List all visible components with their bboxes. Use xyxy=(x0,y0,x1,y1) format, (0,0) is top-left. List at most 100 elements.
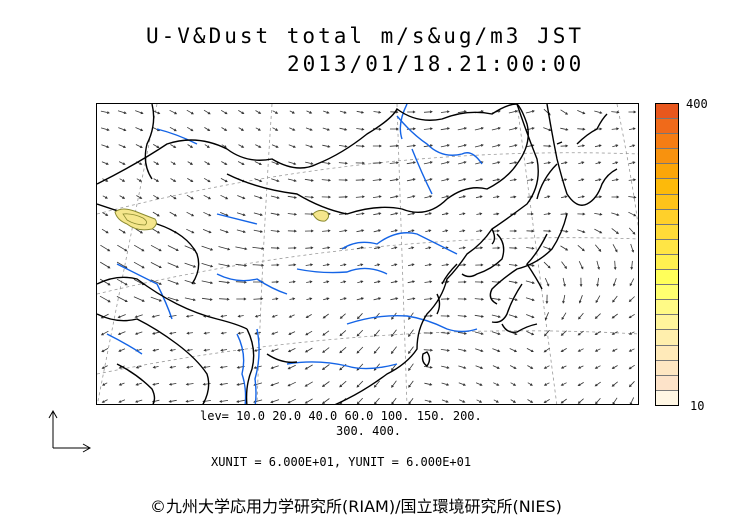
wind-vector xyxy=(543,127,552,132)
contour-levels-line2: 300. 400. xyxy=(336,424,402,438)
wind-vector xyxy=(102,195,108,199)
wind-vector xyxy=(169,331,177,335)
wind-vector xyxy=(186,126,194,132)
wind-vector xyxy=(611,212,620,216)
wind-vector xyxy=(150,279,162,285)
wind-vector xyxy=(458,382,466,386)
wind-vector xyxy=(101,348,109,353)
wind-vector xyxy=(339,313,346,319)
legend-swatch xyxy=(656,164,678,180)
wind-vector xyxy=(492,161,501,165)
wind-vector xyxy=(611,195,620,199)
wind-vector xyxy=(323,297,330,301)
wind-vector xyxy=(118,382,125,386)
wind-vector xyxy=(612,244,618,253)
wind-vector xyxy=(611,127,620,131)
wind-vector xyxy=(373,110,382,114)
wind-vector xyxy=(628,331,635,335)
wind-vector xyxy=(425,229,432,233)
wind-vector xyxy=(220,178,228,183)
wind-vector xyxy=(237,331,244,335)
wind-vector xyxy=(101,365,108,369)
wind-vector xyxy=(272,110,279,114)
wind-vector xyxy=(560,109,569,115)
wind-vector xyxy=(322,127,330,131)
wind-vector xyxy=(578,178,585,182)
wind-vector xyxy=(527,212,534,216)
wind-vector xyxy=(510,195,517,199)
wind-vector xyxy=(99,278,111,286)
wind-vector xyxy=(628,313,635,319)
wind-vector xyxy=(153,161,160,165)
wind-vector xyxy=(204,161,211,165)
wind-vector xyxy=(408,346,414,355)
wind-vector xyxy=(441,178,450,182)
wind-vector xyxy=(525,280,535,284)
wind-vector xyxy=(629,144,636,148)
wind-vector xyxy=(596,277,600,287)
wind-vector xyxy=(527,178,534,182)
wind-vector xyxy=(474,280,484,284)
wind-vector xyxy=(287,178,297,182)
wind-vector xyxy=(116,278,128,286)
wind-vector xyxy=(184,297,196,302)
wind-vector xyxy=(218,263,231,268)
wind-vector xyxy=(628,195,637,199)
wind-vector xyxy=(560,382,567,386)
wind-vector xyxy=(235,280,247,284)
wind-vector xyxy=(356,246,364,250)
wind-vector xyxy=(374,246,381,250)
wind-vector xyxy=(304,229,314,233)
map-panel xyxy=(96,103,639,405)
reference-vector-icon xyxy=(48,409,92,453)
wind-vector xyxy=(135,399,143,403)
wind-vector xyxy=(408,229,415,233)
wind-vector xyxy=(305,330,313,336)
wind-vector xyxy=(560,348,567,353)
wind-vector xyxy=(373,346,381,354)
wind-vector xyxy=(221,127,228,131)
wind-vector xyxy=(270,399,280,404)
wind-vector xyxy=(204,127,211,132)
wind-vector xyxy=(340,280,347,284)
wind-vector xyxy=(390,229,398,233)
wind-vector xyxy=(492,246,501,250)
wind-vector xyxy=(288,280,296,284)
wind-vector xyxy=(595,295,601,304)
wind-vector xyxy=(271,161,280,165)
wind-vector xyxy=(271,263,280,267)
wind-vector xyxy=(201,280,214,285)
wind-vector xyxy=(560,127,569,131)
wind-vector xyxy=(167,279,180,285)
wind-vector xyxy=(187,144,194,148)
wind-vector xyxy=(475,195,483,199)
wind-vector xyxy=(253,195,263,200)
wind-vector xyxy=(356,329,364,337)
wind-vector xyxy=(491,331,501,336)
wind-vector xyxy=(508,314,518,319)
wind-vector xyxy=(356,346,364,354)
wind-vector xyxy=(373,229,382,233)
wind-vector xyxy=(203,348,210,352)
wind-vector xyxy=(440,348,450,352)
wind-vector xyxy=(133,261,145,269)
wind-vector xyxy=(357,263,364,267)
legend-swatch xyxy=(656,270,678,286)
wind-vector xyxy=(579,277,583,288)
wind-vector xyxy=(509,229,518,233)
wind-vector xyxy=(423,365,433,369)
wind-vector xyxy=(204,144,210,148)
wind-vector xyxy=(150,262,162,268)
wind-vector xyxy=(594,110,603,114)
wind-vector xyxy=(339,110,347,114)
wind-vector xyxy=(219,229,229,234)
wind-vector xyxy=(407,297,416,301)
wind-vector xyxy=(135,127,144,132)
wind-vector xyxy=(628,211,637,217)
wind-vector xyxy=(117,244,128,252)
wind-vector xyxy=(118,144,127,148)
wind-vector xyxy=(390,110,399,114)
wind-vector xyxy=(100,244,111,252)
wind-vector xyxy=(613,260,617,271)
wind-vector xyxy=(287,229,297,233)
